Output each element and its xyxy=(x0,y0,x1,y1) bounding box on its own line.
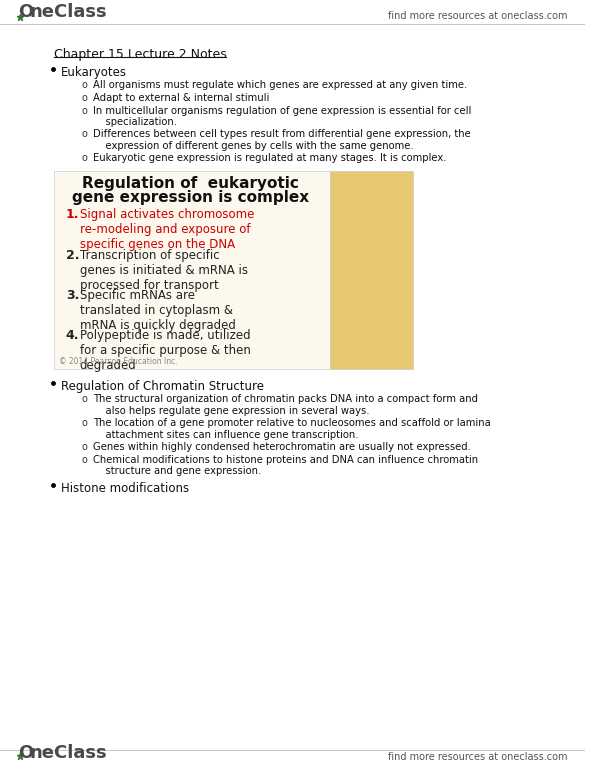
Text: Chapter 15 Lecture 2 Notes: Chapter 15 Lecture 2 Notes xyxy=(54,49,227,62)
Text: 4.: 4. xyxy=(66,329,79,342)
Text: o: o xyxy=(82,93,87,102)
FancyBboxPatch shape xyxy=(330,171,413,369)
Text: neClass: neClass xyxy=(30,2,107,21)
Text: o: o xyxy=(82,129,87,139)
Text: Polypeptide is made, utilized
for a specific purpose & then
degraded: Polypeptide is made, utilized for a spec… xyxy=(80,329,250,372)
Text: Genes within highly condensed heterochromatin are usually not expressed.: Genes within highly condensed heterochro… xyxy=(93,442,471,452)
Text: neClass: neClass xyxy=(30,744,107,762)
Text: O: O xyxy=(18,2,33,21)
Text: The structural organization of chromatin packs DNA into a compact form and
    a: The structural organization of chromatin… xyxy=(93,394,478,416)
Text: o: o xyxy=(82,80,87,90)
Text: Adapt to external & internal stimuli: Adapt to external & internal stimuli xyxy=(93,93,270,102)
Text: 3.: 3. xyxy=(66,289,79,302)
Text: Eukaryotes: Eukaryotes xyxy=(61,66,127,79)
Text: The location of a gene promoter relative to nucleosomes and scaffold or lamina
 : The location of a gene promoter relative… xyxy=(93,418,491,440)
Text: © 2014 Pearson Education Inc.: © 2014 Pearson Education Inc. xyxy=(59,357,177,366)
Text: o: o xyxy=(82,105,87,116)
Text: o: o xyxy=(82,153,87,163)
Text: gene expression is complex: gene expression is complex xyxy=(72,189,309,205)
Text: Regulation of Chromatin Structure: Regulation of Chromatin Structure xyxy=(61,380,264,393)
Text: o: o xyxy=(82,394,87,404)
Text: All organisms must regulate which genes are expressed at any given time.: All organisms must regulate which genes … xyxy=(93,80,468,90)
Text: find more resources at oneclass.com: find more resources at oneclass.com xyxy=(387,752,567,762)
Text: 1.: 1. xyxy=(66,209,79,222)
Text: O: O xyxy=(18,744,33,762)
Text: Regulation of  eukaryotic: Regulation of eukaryotic xyxy=(82,176,299,191)
Text: Eukaryotic gene expression is regulated at many stages. It is complex.: Eukaryotic gene expression is regulated … xyxy=(93,153,447,163)
Text: Histone modifications: Histone modifications xyxy=(61,482,189,495)
Text: o: o xyxy=(82,442,87,452)
Text: In multicellular organisms regulation of gene expression is essential for cell
 : In multicellular organisms regulation of… xyxy=(93,105,472,127)
Text: Chemical modifications to histone proteins and DNA can influence chromatin
    s: Chemical modifications to histone protei… xyxy=(93,454,478,476)
Text: 2.: 2. xyxy=(66,249,79,262)
Text: o: o xyxy=(82,454,87,464)
Text: Signal activates chromosome
re-modeling and exposure of
specific genes on the DN: Signal activates chromosome re-modeling … xyxy=(80,209,254,252)
Text: Differences between cell types result from differential gene expression, the
   : Differences between cell types result fr… xyxy=(93,129,471,151)
Text: Specific mRNAs are
translated in cytoplasm &
mRNA is quickly degraded: Specific mRNAs are translated in cytopla… xyxy=(80,289,236,332)
Text: Transcription of specific
genes is initiated & mRNA is
processed for transport: Transcription of specific genes is initi… xyxy=(80,249,248,292)
Text: find more resources at oneclass.com: find more resources at oneclass.com xyxy=(387,11,567,21)
FancyBboxPatch shape xyxy=(54,171,330,369)
Text: o: o xyxy=(82,418,87,428)
